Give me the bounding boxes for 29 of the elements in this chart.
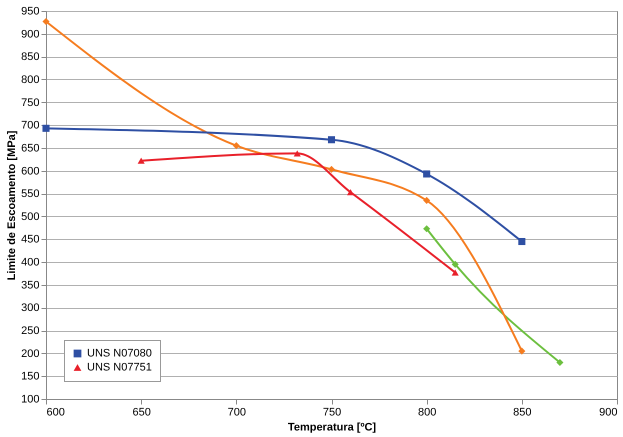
y-tick-label: 700 — [21, 120, 40, 132]
y-tick-label: 900 — [21, 28, 40, 40]
y-tick-label: 950 — [21, 6, 40, 18]
legend-label: UNS N07080 — [87, 348, 152, 360]
x-tick-label: 600 — [46, 406, 65, 418]
y-tick-label: 600 — [21, 165, 40, 178]
y-tick-label: 350 — [21, 279, 40, 292]
y-tick-label: 400 — [21, 256, 40, 269]
legend-label: UNS N07751 — [87, 362, 152, 374]
y-tick-label: 200 — [21, 348, 40, 360]
y-tick-label: 300 — [21, 302, 40, 314]
y-tick-label: 150 — [21, 370, 40, 383]
y-tick-label: 450 — [21, 234, 40, 246]
y-tick-label: 800 — [21, 74, 40, 86]
y-axis-title: Limite de Escoamento [MPa] — [6, 130, 18, 280]
y-tick-label: 500 — [21, 210, 40, 223]
y-tick-label: 100 — [21, 394, 40, 406]
x-axis-title: Temperatura [ºC] — [288, 422, 376, 434]
y-tick-label: 250 — [21, 325, 40, 338]
x-tick-label: 750 — [322, 406, 342, 418]
y-tick-label: 750 — [21, 96, 40, 109]
x-tick-label: 800 — [418, 406, 436, 418]
x-tick-label: 700 — [228, 406, 246, 418]
y-tick-label: 550 — [21, 188, 40, 200]
x-tick-label: 650 — [132, 406, 151, 418]
y-tick-label: 650 — [21, 142, 40, 154]
x-tick-label: 850 — [513, 406, 532, 418]
x-tick-label: 900 — [599, 406, 618, 418]
y-tick-label: 850 — [21, 51, 40, 64]
